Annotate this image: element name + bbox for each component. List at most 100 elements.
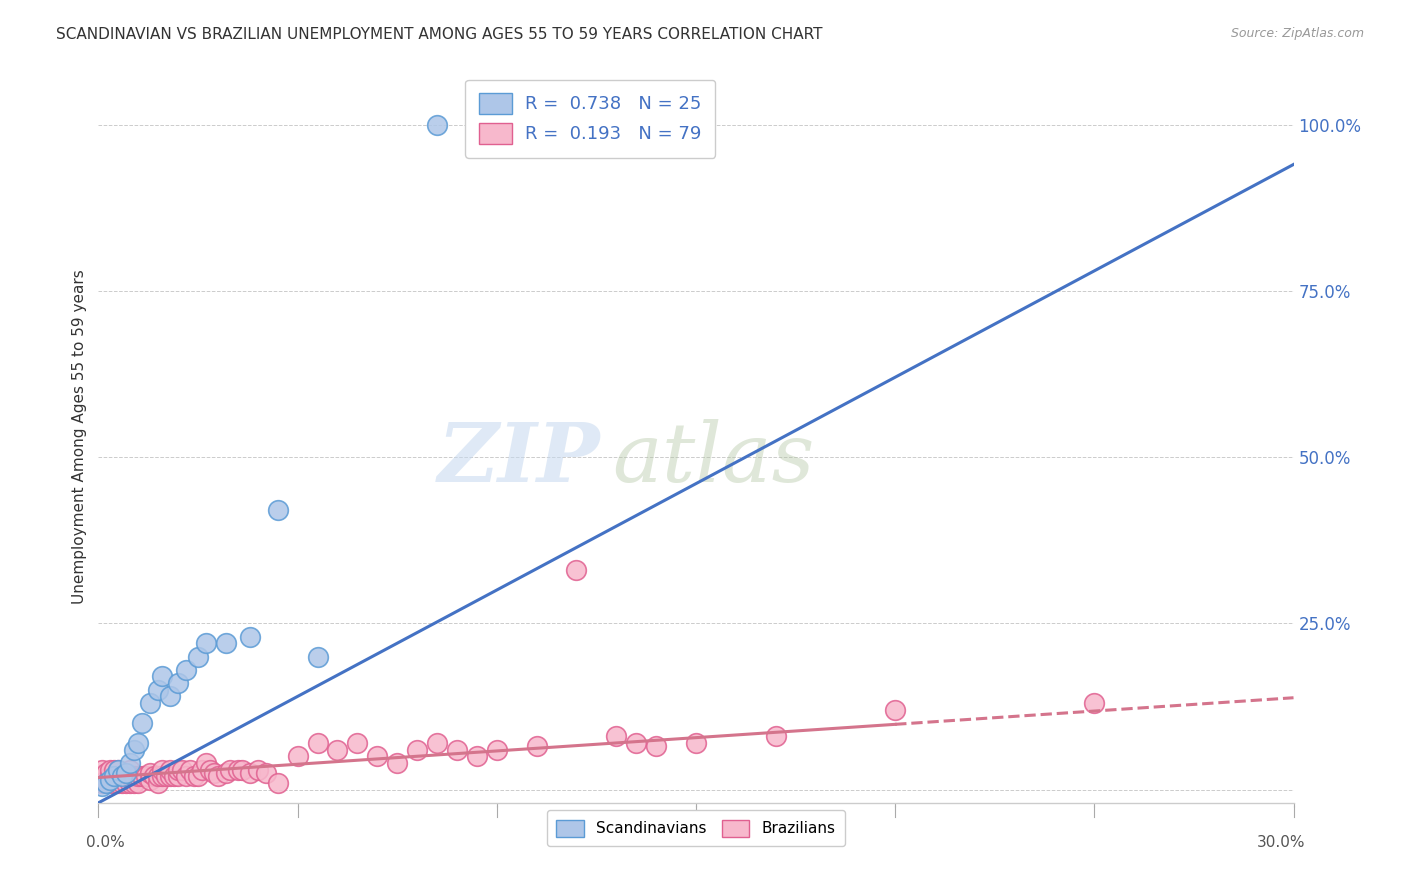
Point [195, 636, 218, 650]
Point [366, 749, 388, 764]
Point [96, 765, 118, 780]
Y-axis label: Unemployment Among Ages 55 to 59 years: Unemployment Among Ages 55 to 59 years [72, 269, 87, 605]
Point [127, 736, 149, 750]
Point [307, 736, 329, 750]
Point [198, 763, 221, 777]
Point [207, 769, 229, 783]
Point [107, 763, 129, 777]
Point [1083, 696, 1105, 710]
Point [163, 769, 186, 783]
Point [120, 776, 142, 790]
Point [107, 769, 129, 783]
Point [148, 682, 170, 697]
Point [111, 776, 134, 790]
Point [107, 776, 129, 790]
Text: SCANDINAVIAN VS BRAZILIAN UNEMPLOYMENT AMONG AGES 55 TO 59 YEARS CORRELATION CHA: SCANDINAVIAN VS BRAZILIAN UNEMPLOYMENT A… [56, 27, 823, 42]
Point [98, 772, 122, 787]
Point [326, 742, 349, 756]
Point [98, 769, 122, 783]
Text: atlas: atlas [613, 419, 814, 499]
Point [127, 769, 149, 783]
Point [187, 769, 209, 783]
Point [565, 563, 588, 577]
Point [183, 769, 205, 783]
Point [159, 763, 181, 777]
Point [98, 763, 122, 777]
Point [150, 769, 173, 783]
Point [191, 763, 214, 777]
Point [120, 763, 142, 777]
Point [219, 763, 242, 777]
Point [167, 769, 190, 783]
Point [626, 736, 648, 750]
Point [406, 742, 429, 756]
Point [139, 765, 162, 780]
Point [246, 763, 269, 777]
Point [231, 763, 253, 777]
Point [131, 769, 153, 783]
Point [103, 769, 125, 783]
Point [96, 776, 118, 790]
Point [96, 772, 118, 787]
Point [267, 503, 290, 517]
Point [172, 763, 194, 777]
Point [115, 776, 138, 790]
Point [150, 669, 173, 683]
Point [131, 716, 153, 731]
Point [139, 696, 162, 710]
Point [526, 739, 548, 754]
Point [426, 736, 449, 750]
Point [150, 763, 173, 777]
Point [148, 776, 170, 790]
Point [120, 769, 142, 783]
Point [884, 703, 907, 717]
Point [155, 769, 177, 783]
Point [115, 765, 138, 780]
Point [174, 663, 197, 677]
Point [215, 765, 238, 780]
Point [239, 630, 262, 644]
Point [267, 776, 290, 790]
Text: 30.0%: 30.0% [1257, 835, 1306, 850]
Point [174, 769, 197, 783]
Point [115, 769, 138, 783]
Text: 0.0%: 0.0% [87, 835, 125, 850]
Point [187, 649, 209, 664]
Point [148, 769, 170, 783]
Point [111, 769, 134, 783]
Point [143, 769, 166, 783]
Point [124, 769, 146, 783]
Point [202, 765, 225, 780]
Point [307, 649, 329, 664]
Point [239, 765, 262, 780]
Point [605, 729, 627, 743]
Point [159, 690, 181, 704]
Point [91, 763, 114, 777]
Point [120, 756, 142, 770]
Point [346, 736, 368, 750]
Point [124, 742, 146, 756]
Point [179, 763, 201, 777]
Point [91, 779, 114, 793]
Point [111, 769, 134, 783]
Legend: Scandinavians, Brazilians: Scandinavians, Brazilians [547, 811, 845, 847]
Point [167, 763, 190, 777]
Point [124, 776, 146, 790]
Point [98, 776, 122, 790]
Point [91, 776, 114, 790]
Point [127, 776, 149, 790]
Point [139, 772, 162, 787]
Point [765, 729, 787, 743]
Point [426, 118, 449, 132]
Point [103, 769, 125, 783]
Point [287, 749, 309, 764]
Point [195, 756, 218, 770]
Point [254, 765, 277, 780]
Point [103, 763, 125, 777]
Text: ZIP: ZIP [437, 419, 600, 499]
Point [135, 769, 157, 783]
Point [385, 756, 409, 770]
Point [215, 636, 238, 650]
Point [465, 749, 488, 764]
Point [91, 769, 114, 783]
